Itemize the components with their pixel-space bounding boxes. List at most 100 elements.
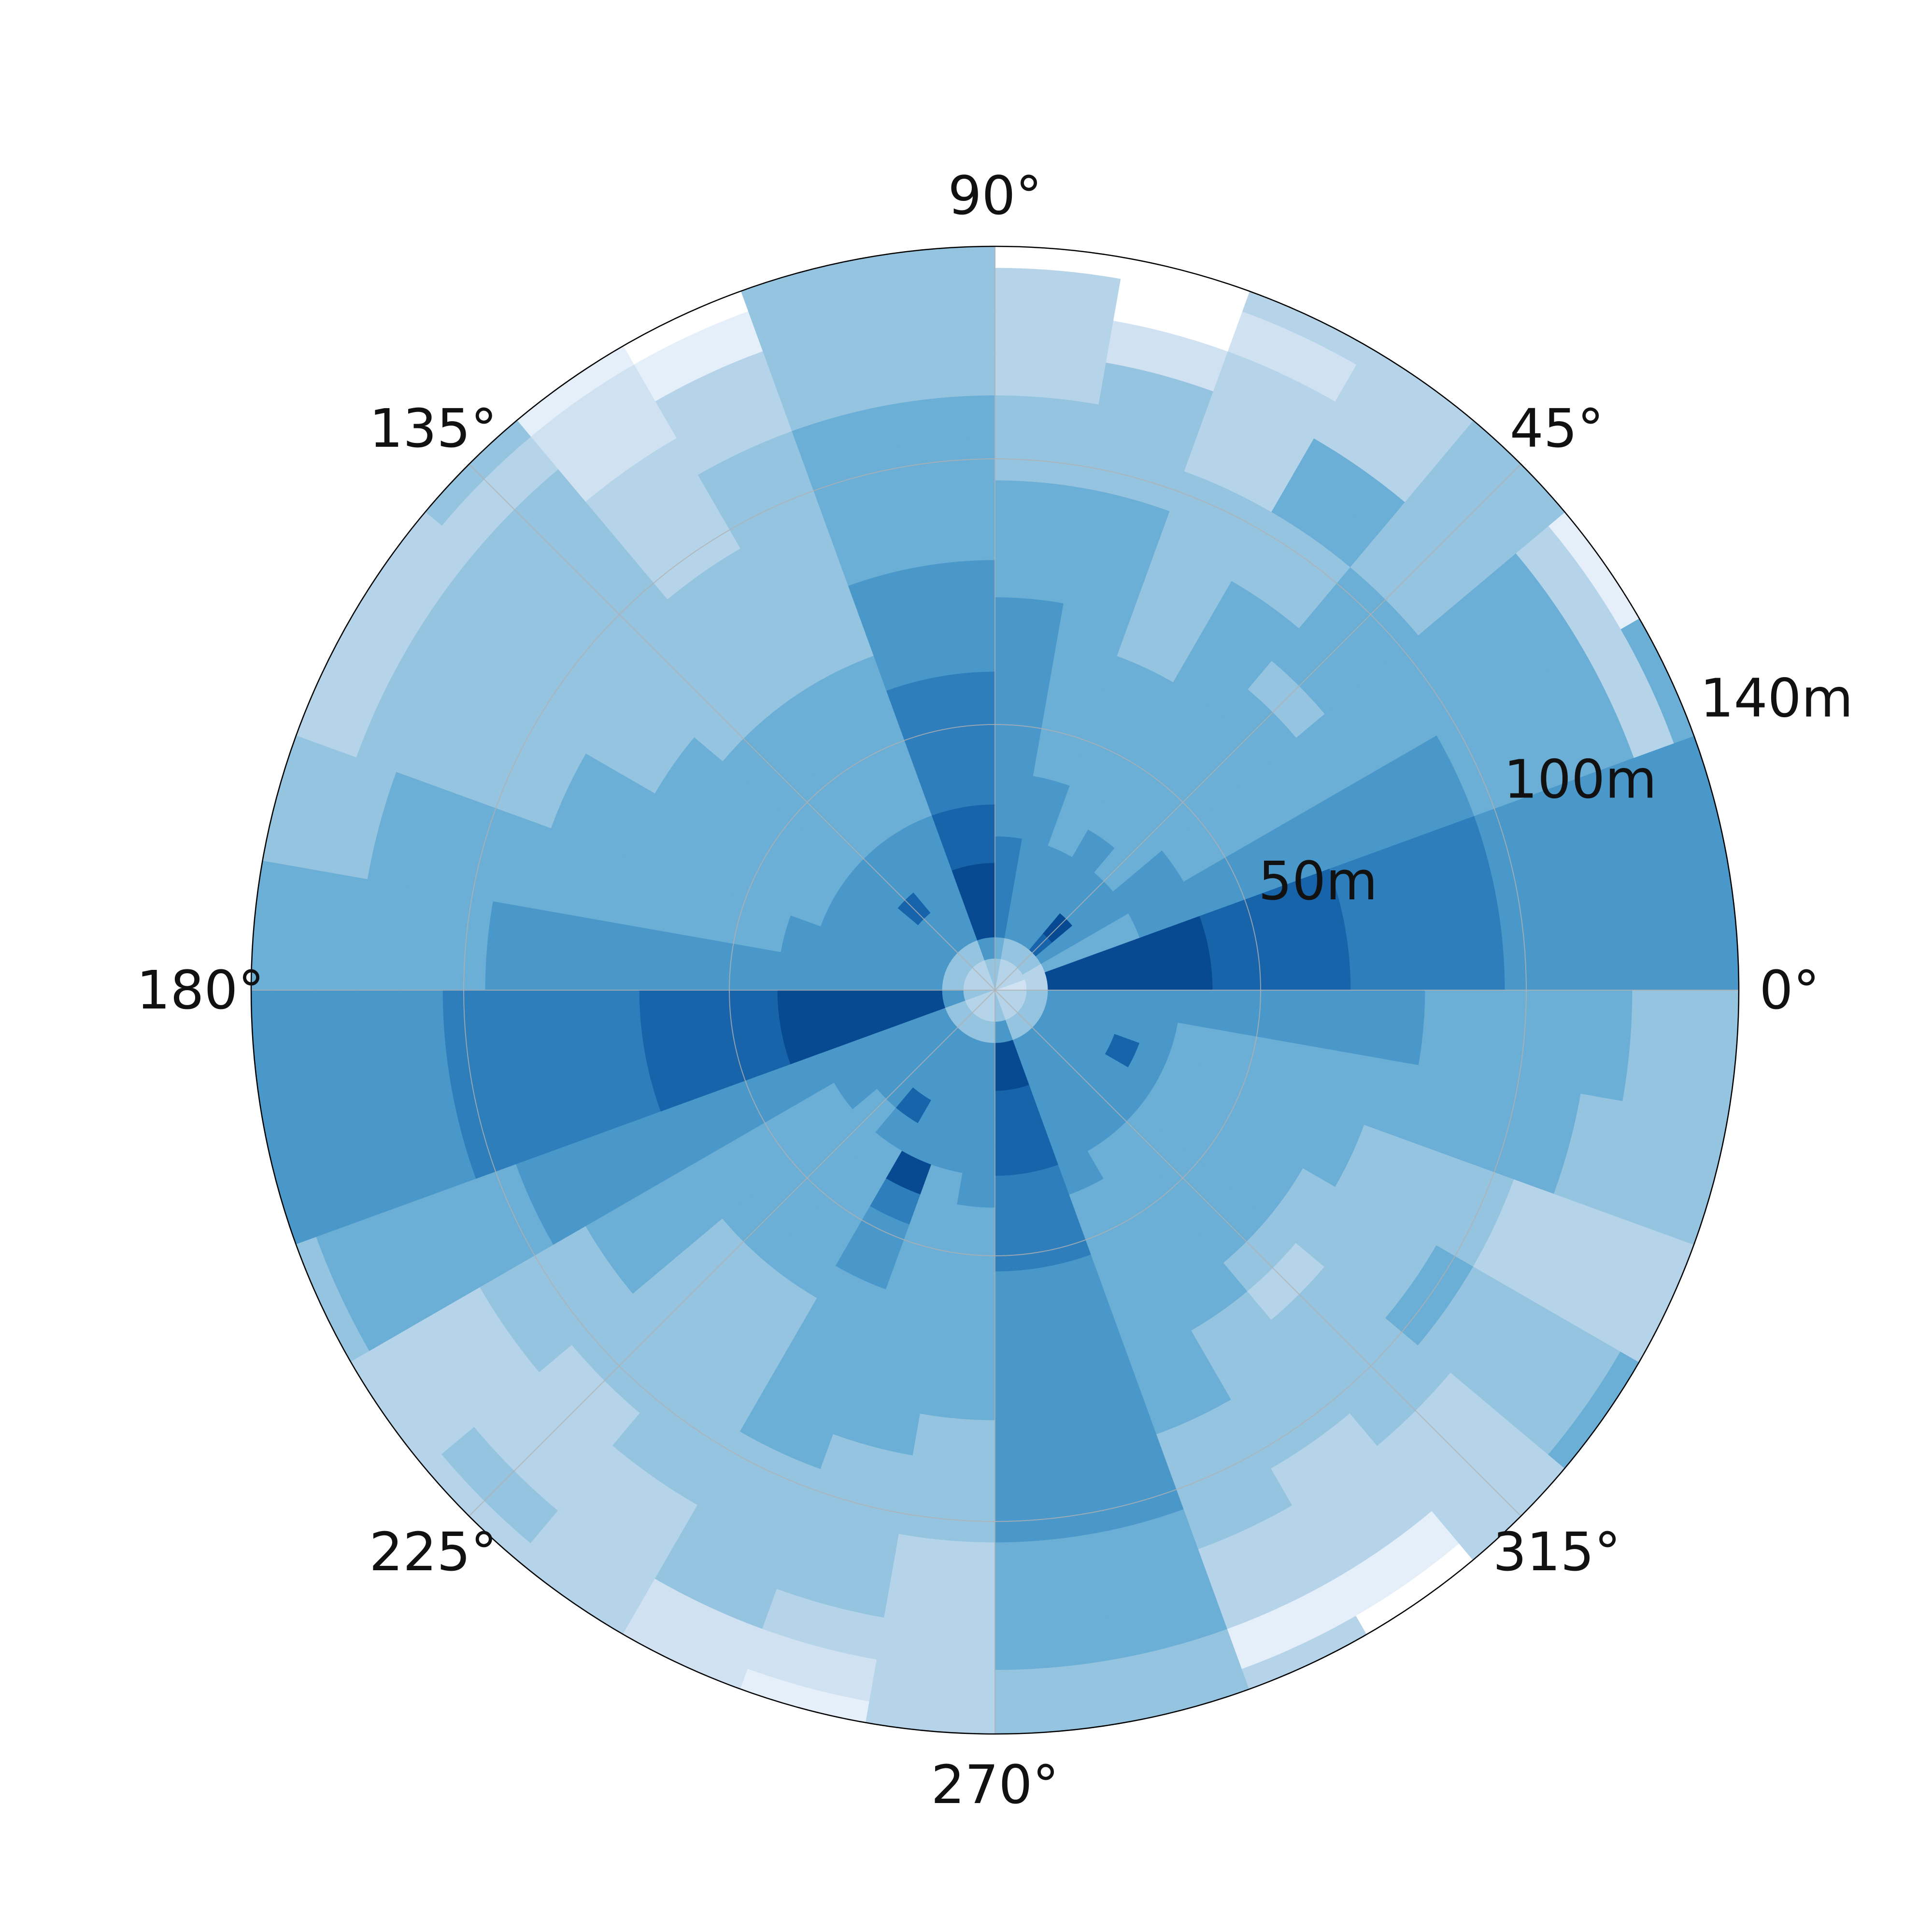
heatmap-cell	[994, 597, 1064, 640]
heatmap-cell	[1209, 946, 1245, 991]
polar-grid	[251, 246, 1739, 1734]
r-tick-label: 50m	[1258, 850, 1378, 912]
heatmap-cell	[956, 772, 995, 808]
heatmap-cell	[994, 634, 1057, 677]
heatmap-cell	[713, 941, 750, 991]
theta-gridline	[469, 464, 995, 991]
heatmap-cell	[951, 740, 995, 776]
theta-tick-label: 270°	[931, 1754, 1059, 1816]
heatmap-cell	[946, 708, 995, 745]
heatmap-cell	[994, 1304, 1057, 1347]
heatmap-cell	[898, 437, 995, 488]
heatmap-cell	[713, 990, 750, 1039]
heatmap-cell	[601, 990, 645, 1059]
theta-tick-label: 135°	[369, 398, 497, 459]
theta-tick-label: 315°	[1493, 1521, 1621, 1583]
heatmap-cell	[1178, 990, 1213, 1029]
heatmap-cell	[994, 772, 1034, 808]
heatmap-cell	[1308, 990, 1351, 1052]
heatmap-cell	[1240, 941, 1277, 991]
heatmap-cell	[564, 990, 609, 1065]
r-tick-label: 100m	[1504, 749, 1657, 810]
heatmap-cell	[939, 1267, 995, 1309]
heatmap-cell	[994, 1236, 1044, 1272]
heatmap-cell	[994, 1340, 1064, 1384]
heatmap-cell	[777, 990, 812, 1029]
heatmap-cell	[994, 517, 1078, 567]
heatmap-cell	[1178, 952, 1213, 991]
heatmap-cell	[994, 804, 1028, 839]
heatmap-cell	[926, 597, 995, 640]
theta-tick-label: 225°	[369, 1521, 497, 1583]
heatmap-cell	[745, 990, 781, 1034]
heatmap-cell	[994, 708, 1044, 745]
heatmap-cell	[994, 559, 1070, 604]
heatmap-cell	[1497, 990, 1548, 1087]
heatmap-cell	[946, 1236, 995, 1272]
heatmap-cell	[676, 990, 718, 1046]
heatmap-cell	[962, 1141, 995, 1177]
heatmap-cell	[951, 1204, 995, 1240]
theta-tick-label: 0°	[1760, 959, 1820, 1021]
heatmap-cell	[745, 946, 781, 991]
heatmap-cell	[1345, 921, 1389, 991]
heatmap-cell	[994, 1173, 1034, 1208]
heatmap-cell	[1240, 990, 1277, 1039]
heatmap-cell	[956, 1173, 995, 1208]
heatmap-cell	[1381, 915, 1426, 991]
heatmap-cell	[522, 990, 572, 1073]
radial-gridline	[463, 458, 1527, 1522]
heatmap-cell	[1209, 990, 1245, 1034]
heatmap-cell	[994, 671, 1051, 713]
heatmap-cell	[967, 1115, 995, 1145]
heatmap-cell	[933, 634, 995, 677]
heatmap-cell	[1497, 894, 1548, 991]
heatmap-cell	[920, 1377, 995, 1421]
heatmap-cell	[994, 1267, 1051, 1309]
heatmap-cell	[1120, 990, 1150, 1018]
heatmap-cell	[1146, 990, 1181, 1023]
heatmap-cell	[442, 894, 493, 991]
heatmap-cell	[840, 963, 870, 991]
heatmap-cell	[1418, 990, 1468, 1073]
heatmap-cell	[994, 1204, 1039, 1240]
radial-gridline	[729, 724, 1261, 1256]
theta-tick-label: 180°	[137, 959, 265, 1021]
theta-tick-label: 90°	[948, 165, 1042, 227]
heatmap-cell	[926, 1340, 995, 1384]
theta-gridline	[994, 990, 1521, 1517]
heatmap-cell	[994, 1377, 1070, 1421]
heatmap-cell	[676, 934, 718, 991]
heatmap-cell	[994, 1413, 1078, 1463]
heatmap-cell	[898, 1492, 995, 1543]
heatmap-cell	[601, 921, 645, 991]
heatmap-cell	[920, 559, 995, 604]
theta-tick-label: 45°	[1510, 398, 1604, 459]
heatmap-cell	[564, 915, 609, 991]
heatmap-cell	[809, 957, 844, 991]
heatmap-cell	[1418, 908, 1468, 991]
heatmap-cell	[522, 908, 572, 991]
heatmap-cell	[1272, 934, 1314, 991]
heatmap-cell	[939, 671, 995, 713]
heatmap-cell	[639, 990, 682, 1052]
theta-gridline	[994, 464, 1521, 991]
heatmap-cell	[933, 1304, 995, 1347]
tick-labels: 0° 45° 90° 135° 180° 225° 270° 315° 50m 100m 140m	[137, 165, 1853, 1816]
heatmap-cell	[912, 517, 995, 567]
heatmap-cell	[994, 437, 1092, 488]
heatmap-cell	[1308, 928, 1351, 991]
r-tick-label: 140m	[1700, 667, 1853, 729]
heatmap-cell	[777, 952, 812, 991]
heatmap-cell	[1345, 990, 1389, 1059]
polar-outer-spine	[250, 245, 1740, 1735]
theta-gridline	[469, 990, 995, 1517]
heatmap-cell	[1272, 990, 1314, 1046]
heatmap-cell	[994, 836, 1023, 865]
heatmap-cell	[639, 928, 682, 991]
heatmap-cell	[994, 740, 1039, 776]
heatmap-cell	[994, 1492, 1092, 1543]
heatmap-cell	[1381, 990, 1426, 1065]
